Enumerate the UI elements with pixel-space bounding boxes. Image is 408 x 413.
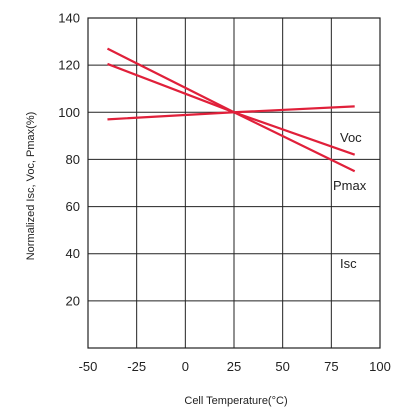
series-line-voc (107, 62, 356, 156)
y-tick-label: 100 (58, 105, 80, 120)
series-label-pmax: Pmax (333, 178, 367, 193)
plot-frame (87, 17, 381, 349)
x-tick-label: 0 (182, 359, 189, 374)
x-tick-labels: -50 -25 0 25 50 75 100 (79, 359, 391, 374)
x-tick-label: 50 (275, 359, 289, 374)
x-tick-label: -25 (127, 359, 146, 374)
y-tick-labels: 20 40 60 80 100 120 140 (58, 11, 80, 309)
y-tick-label: 120 (58, 58, 80, 73)
y-tick-label: 140 (58, 11, 80, 26)
y-tick-label: 40 (66, 246, 80, 261)
y-tick-label: 60 (66, 199, 80, 214)
series-label-isc: Isc (340, 256, 357, 271)
y-axis-title: Normalized Isc, Voc, Pmax(%) (25, 112, 37, 261)
series-label-voc: Voc (340, 130, 362, 145)
series-line-isc (107, 105, 355, 121)
plot-border (87, 17, 381, 349)
series-labels: Isc Voc Pmax (333, 130, 367, 271)
y-tick-label: 20 (66, 293, 80, 308)
x-tick-label: -50 (79, 359, 98, 374)
series-line-pmax (106, 47, 356, 173)
y-tick-label: 80 (66, 152, 80, 167)
x-tick-label: 75 (324, 359, 338, 374)
x-axis-title: Cell Temperature(°C) (184, 395, 287, 407)
x-tick-label: 25 (227, 359, 241, 374)
x-tick-label: 100 (369, 359, 391, 374)
series-lines (106, 47, 356, 173)
